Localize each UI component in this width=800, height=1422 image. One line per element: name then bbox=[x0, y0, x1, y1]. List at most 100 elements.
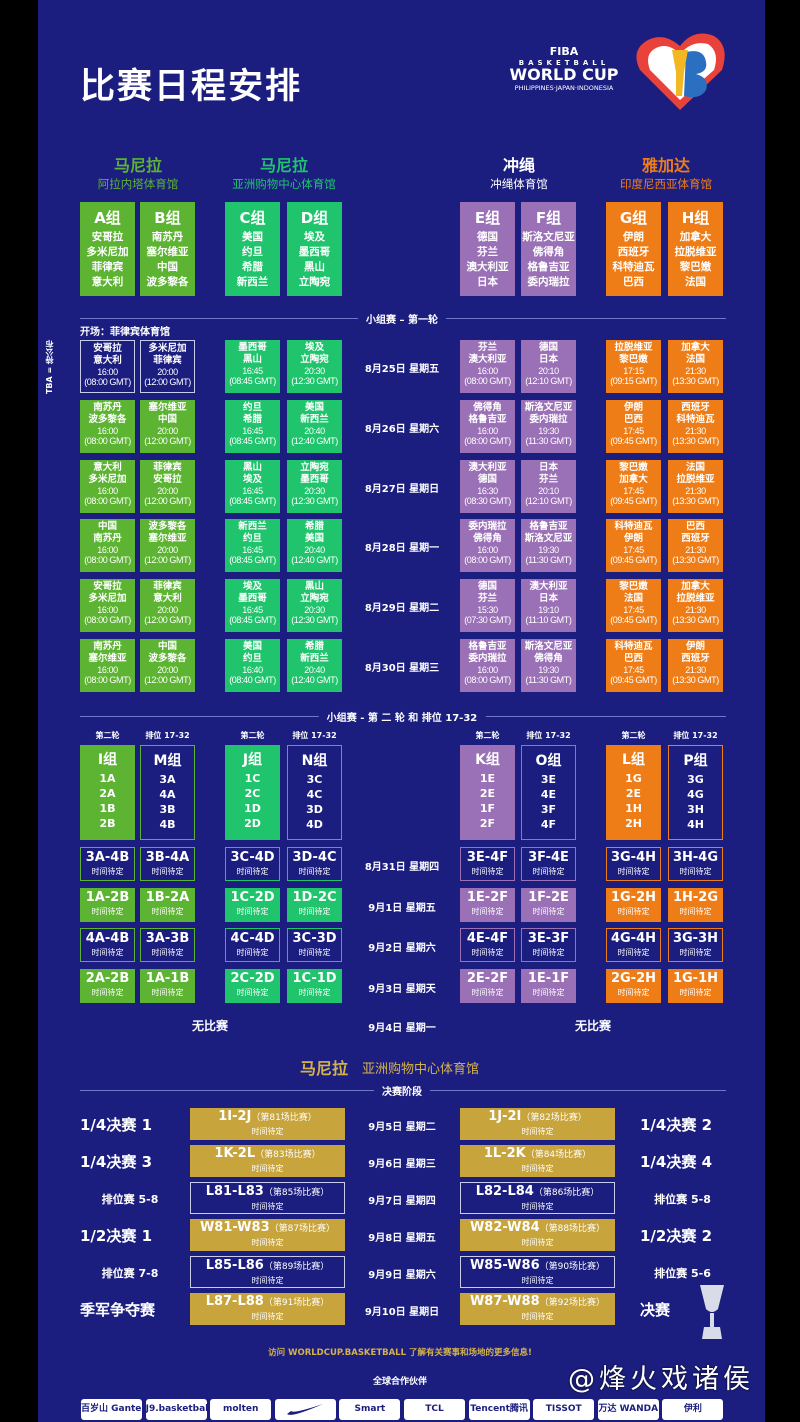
team-name: 佛得角 bbox=[473, 401, 502, 413]
matchup: 3G-3H bbox=[672, 931, 719, 946]
group-name: D组 bbox=[300, 209, 329, 227]
team-name: 委内瑞拉 bbox=[468, 653, 507, 664]
matchup: 3F-4E bbox=[528, 850, 569, 865]
team-name: 中国 bbox=[157, 261, 178, 273]
local-time: 16:00 bbox=[477, 665, 498, 675]
round-subheading: 第二轮 bbox=[621, 731, 646, 740]
match-card: 3E-4F 时间待定 bbox=[460, 847, 515, 881]
final-match-card: W85-W86（第90场比赛） 时间待定 bbox=[460, 1256, 615, 1288]
team-name: 埃及 bbox=[242, 473, 262, 485]
time-tbd: 时间待定 bbox=[532, 867, 565, 876]
team-name: 格鲁吉亚 bbox=[527, 261, 570, 273]
team-name: 拉脱维亚 bbox=[614, 342, 653, 353]
finals-city: 马尼拉 bbox=[300, 1059, 349, 1078]
time-tbd: 时间待定 bbox=[532, 987, 565, 997]
local-time: 20:30 bbox=[304, 605, 325, 616]
gmt-time: (08:00 GMT) bbox=[464, 555, 511, 566]
time-tbd: 时间待定 bbox=[251, 1164, 284, 1173]
matchup: 3E-4F bbox=[466, 850, 509, 865]
team-name: 黎巴嫩 bbox=[619, 461, 648, 473]
local-time: 20:00 bbox=[157, 605, 178, 616]
visit-website-note: 访问 WORLDCUP.BASKETBALL 了解有关赛事和场地的更多信息! bbox=[268, 1348, 532, 1358]
team-name: 德国 bbox=[477, 231, 498, 243]
time-tbd: 时间待定 bbox=[298, 948, 331, 957]
round-label-left: 排位赛 5-8 bbox=[101, 1193, 159, 1206]
group-card-G组: G组 伊朗 西班牙 科特迪瓦 巴西 bbox=[606, 202, 661, 296]
match-date: 9月2日 星期六 bbox=[368, 943, 436, 954]
team-name: 安哥拉 bbox=[91, 231, 124, 243]
group-name: J组 bbox=[242, 752, 263, 768]
team-name: 法国 bbox=[623, 593, 643, 605]
game-number: （第82场比赛） bbox=[521, 1113, 587, 1123]
gmt-time: (08:40 GMT) bbox=[229, 675, 276, 685]
team-name: 中国 bbox=[157, 413, 177, 425]
seed: 3A bbox=[159, 773, 176, 786]
gmt-time: (08:45 GMT) bbox=[229, 435, 276, 446]
team-name: 埃及 bbox=[304, 342, 324, 353]
time-tbd: 时间待定 bbox=[471, 906, 504, 916]
game-number: （第85场比赛） bbox=[263, 1188, 330, 1198]
seed: 3D bbox=[306, 803, 323, 816]
game-number: （第88场比赛） bbox=[539, 1224, 606, 1234]
matchup: W81-W83 bbox=[199, 1220, 270, 1235]
local-time: 21:30 bbox=[685, 366, 706, 376]
match-card: 格鲁吉亚 委内瑞拉 16:00 (08:00 GMT) bbox=[460, 639, 515, 692]
local-time: 16:00 bbox=[97, 367, 118, 377]
seed: 1E bbox=[479, 772, 496, 785]
group-name: A组 bbox=[94, 209, 121, 227]
local-time: 17:45 bbox=[623, 605, 644, 616]
final-match-card: 1J-2I（第82场比赛） 时间待定 bbox=[460, 1108, 615, 1140]
opening-note: 开场：菲律宾体育馆 bbox=[80, 327, 170, 338]
team-name: 安哥拉 bbox=[93, 581, 122, 593]
game-number: （第91场比赛） bbox=[263, 1298, 330, 1308]
matchup: 1C-2D bbox=[230, 889, 275, 905]
time-tbd: 时间待定 bbox=[532, 948, 565, 957]
team-name: 黑山 bbox=[304, 581, 324, 593]
matchup: 1F-2E bbox=[528, 889, 569, 905]
group-card-I组: I组 1A 2A 1B 2B bbox=[80, 745, 135, 840]
team-name: 澳大利亚 bbox=[468, 461, 507, 473]
game-number: （第89场比赛） bbox=[263, 1262, 330, 1272]
seed: 1B bbox=[99, 802, 116, 815]
team-name: 约旦 bbox=[242, 653, 262, 664]
match-card: 3A-3B 时间待定 bbox=[140, 928, 195, 962]
match-card: 黎巴嫩 法国 17:45 (09:45 GMT) bbox=[606, 579, 661, 633]
team-name: 巴西 bbox=[623, 413, 643, 425]
gmt-time: (11:30 GMT) bbox=[525, 675, 572, 685]
matchup: L85-L86 bbox=[205, 1258, 264, 1273]
group-name: B组 bbox=[154, 209, 181, 227]
gmt-time: (13:30 GMT) bbox=[672, 495, 719, 506]
team-name: 塞尔维亚 bbox=[146, 246, 189, 258]
venue-city: 雅加达 bbox=[641, 156, 690, 175]
local-time: 20:30 bbox=[304, 485, 325, 496]
time-tbd: 时间待定 bbox=[91, 906, 124, 916]
matchup: 1E-2F bbox=[466, 889, 509, 905]
team-name: 埃及 bbox=[304, 231, 325, 243]
sponsor-logo: 万达 WANDA bbox=[597, 1399, 659, 1420]
matchup: W87-W88 bbox=[469, 1294, 540, 1309]
team-name: 拉脱维亚 bbox=[676, 473, 715, 485]
team-name: 西班牙 bbox=[617, 246, 650, 258]
group-card-K组: K组 1E 2E 1F 2F bbox=[460, 745, 515, 840]
match-date: 9月6日 星期三 bbox=[368, 1159, 436, 1170]
local-time: 16:00 bbox=[477, 366, 498, 376]
team-name: 黑山 bbox=[242, 354, 262, 365]
local-time: 20:40 bbox=[304, 665, 325, 675]
team-name: 日本 bbox=[538, 593, 558, 605]
round-label-right: 排位赛 5-8 bbox=[654, 1193, 711, 1206]
team-name: 多米尼加 bbox=[86, 246, 129, 258]
matchup: 2G-2H bbox=[610, 970, 657, 986]
time-tbd: 时间待定 bbox=[532, 906, 565, 916]
time-tbd: 时间待定 bbox=[471, 867, 504, 876]
gmt-time: (12:00 GMT) bbox=[144, 495, 191, 506]
match-card: 黑山 埃及 16:45 (08:45 GMT) bbox=[225, 459, 280, 513]
match-date: 9月3日 星期天 bbox=[368, 983, 436, 995]
group-name: L组 bbox=[622, 752, 645, 768]
group-name: G组 bbox=[619, 209, 648, 227]
team-name: 黎巴嫩 bbox=[619, 354, 648, 365]
match-card: 4A-4B 时间待定 bbox=[80, 928, 135, 962]
team-name: 伊朗 bbox=[623, 533, 643, 545]
group-name: F组 bbox=[535, 209, 562, 227]
match-card: 1G-1H 时间待定 bbox=[668, 968, 723, 1003]
match-card: 中国 南苏丹 16:00 (08:00 GMT) bbox=[80, 519, 135, 573]
